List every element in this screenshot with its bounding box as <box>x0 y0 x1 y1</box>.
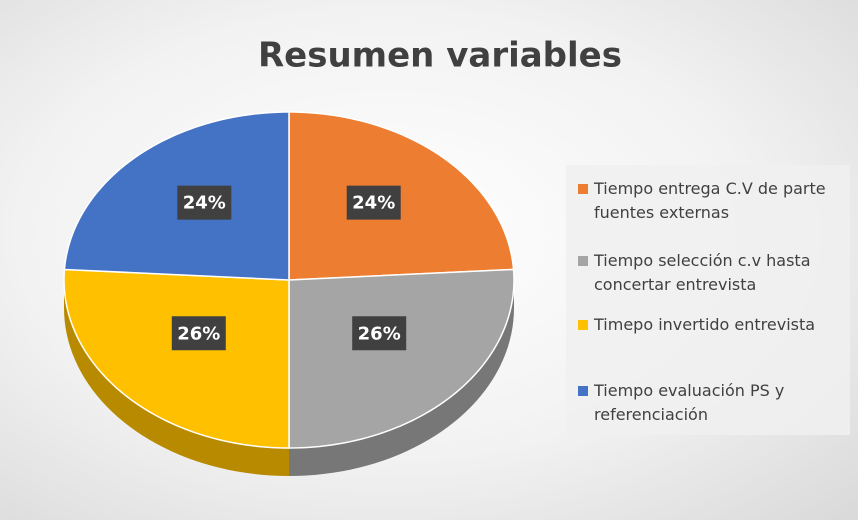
pie-slice <box>288 268 515 449</box>
data-label: 24% <box>352 193 395 214</box>
pie-slice <box>63 111 290 281</box>
legend-entry: Tiempo entrega C.V de parte fuentes exte… <box>578 177 856 225</box>
data-label: 26% <box>358 323 401 344</box>
legend-label: Timepo invertido entrevista <box>594 315 816 334</box>
legend-entry: Tiempo evaluación PS y referenciación <box>578 379 856 427</box>
legend: Tiempo entrega C.V de parte fuentes exte… <box>566 165 850 435</box>
legend-swatch <box>578 320 588 330</box>
legend-label: Tiempo entrega C.V de parte fuentes exte… <box>594 179 826 222</box>
legend-swatch <box>578 184 588 194</box>
legend-entry: Tiempo selección c.v hasta concertar ent… <box>578 249 856 297</box>
pie-side <box>289 280 514 476</box>
legend-swatch <box>578 256 588 266</box>
legend-label: Tiempo evaluación PS y referenciación <box>594 381 785 424</box>
data-label-box <box>346 185 401 220</box>
data-label: 24% <box>183 193 226 214</box>
data-label-box <box>171 316 226 351</box>
pie-slice <box>63 268 290 449</box>
legend-entry: Timepo invertido entrevista <box>578 313 856 337</box>
chart-title: Resumen variables <box>258 36 622 76</box>
legend-label: Tiempo selección c.v hasta concertar ent… <box>594 251 811 294</box>
pie-slice <box>288 111 515 281</box>
legend-swatch <box>578 386 588 396</box>
data-label-box <box>177 185 232 220</box>
data-label: 26% <box>177 323 220 344</box>
data-label-box <box>352 316 407 351</box>
pie-side <box>64 280 289 476</box>
